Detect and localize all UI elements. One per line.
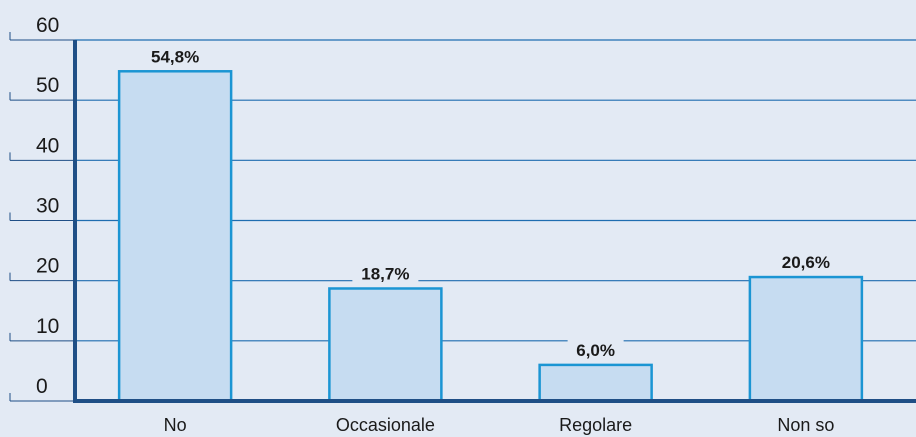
data-label-plate (352, 262, 419, 285)
y-tick-label: 20 (36, 255, 59, 278)
x-axis-categories: No Occasionale Regolare Non so (164, 415, 835, 435)
x-category-label: No (164, 415, 187, 435)
data-label: 18,7% (361, 264, 409, 283)
x-category-label: Occasionale (336, 415, 435, 435)
bars: 54,8% 18,7% 6,0% 20,6% (117, 45, 864, 403)
data-label: 6,0% (576, 341, 615, 360)
y-tick-label: 30 (36, 195, 59, 218)
bar (117, 70, 233, 403)
y-axis-ticks: 0 10 20 30 40 50 60 (9, 14, 75, 402)
x-category-label: Regolare (559, 415, 632, 435)
y-tick-label: 0 (36, 375, 48, 398)
data-label-plate (567, 338, 624, 361)
data-label: 54,8% (151, 47, 199, 66)
data-label: 20,6% (782, 253, 830, 272)
bar (328, 287, 443, 403)
bar (538, 363, 653, 403)
y-tick-label: 40 (36, 134, 59, 157)
y-tick-label: 10 (36, 315, 59, 338)
data-label-plate (142, 45, 209, 68)
y-tick-label: 50 (36, 74, 59, 97)
y-tick-label: 60 (36, 14, 59, 37)
bar (748, 275, 864, 403)
data-label-plate (772, 251, 839, 274)
x-category-label: Non so (777, 415, 834, 435)
